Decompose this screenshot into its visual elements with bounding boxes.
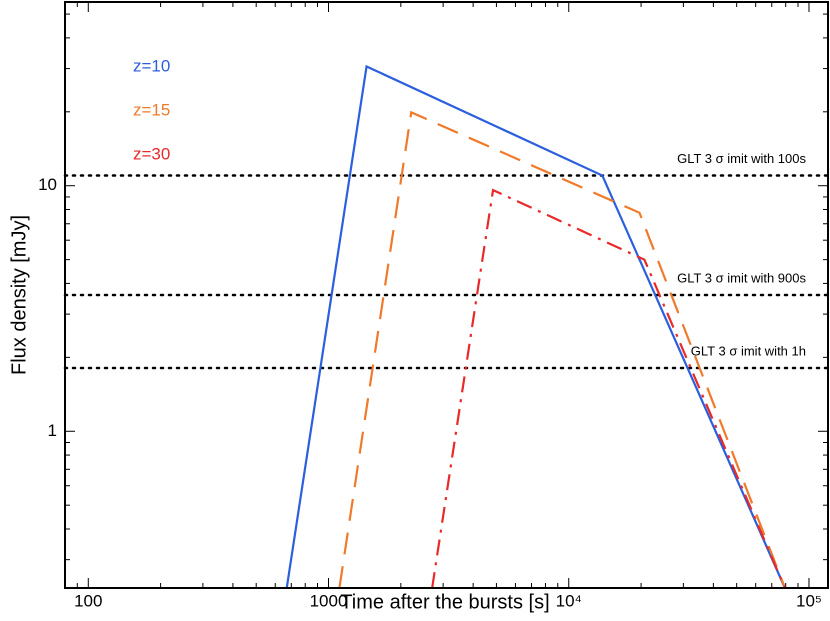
plot-frame [64, 1, 829, 589]
y-tick-label: 1 [48, 421, 57, 440]
reference-label: GLT 3 σ imit with 900s [677, 270, 806, 285]
reference-label: GLT 3 σ imit with 1h [691, 343, 806, 358]
x-tick-label: 100 [74, 591, 102, 610]
series-line [338, 110, 786, 588]
series-line [285, 64, 786, 588]
legend-label: z=15 [133, 100, 170, 119]
x-tick-label: 10⁵ [796, 591, 822, 610]
series-line [431, 188, 786, 588]
reference-label: GLT 3 σ imit with 100s [677, 151, 806, 166]
x-tick-label: 1000 [310, 591, 348, 610]
y-axis-label: Flux density [mJy] [8, 215, 30, 375]
y-tick-label: 10 [38, 175, 57, 194]
x-tick-label: 10⁴ [556, 591, 582, 610]
legend-label: z=10 [133, 56, 170, 75]
legend-label: z=30 [133, 144, 170, 163]
x-axis-label: Time after the bursts [s] [340, 591, 549, 613]
